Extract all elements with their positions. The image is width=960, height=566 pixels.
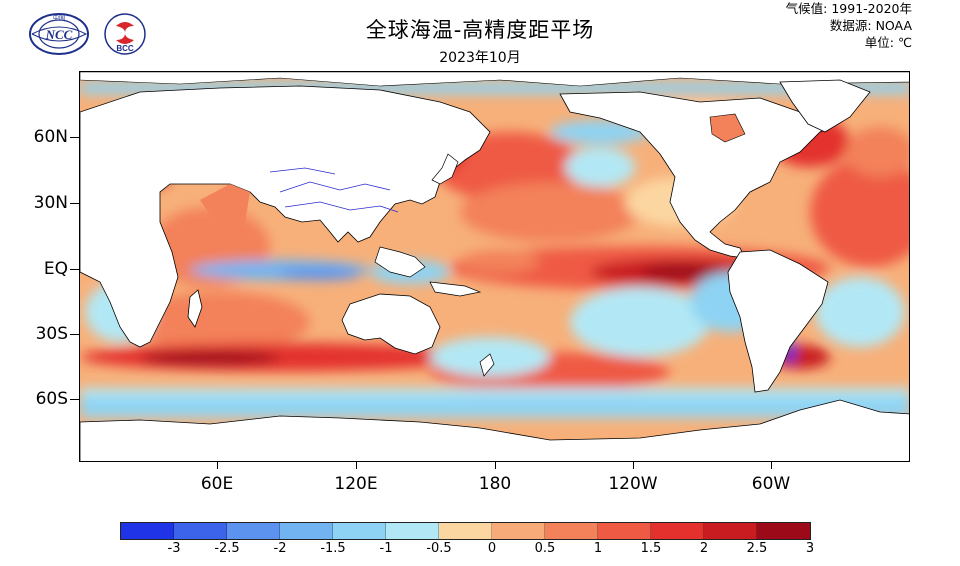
colorbar-segment xyxy=(598,523,651,539)
unit-label: 单位: ℃ xyxy=(864,35,912,50)
arctic-edge xyxy=(80,72,909,87)
colorbar-tick-label: 3 xyxy=(805,541,815,556)
lat-label-eq: EQ xyxy=(43,259,68,279)
lon-tick-120e xyxy=(356,462,357,469)
sst-anomaly-map xyxy=(79,71,910,462)
colorbar-segment xyxy=(280,523,333,539)
hudson-bay xyxy=(709,113,746,143)
ncc-logo-top: 中国 xyxy=(53,14,65,22)
lat-tick-30n xyxy=(70,203,79,204)
lat-tick-eq xyxy=(70,269,79,270)
colorbar-segment xyxy=(227,523,280,539)
colorbar-tick-label: -3 xyxy=(167,541,181,556)
colorbar-tick-label: -1.5 xyxy=(320,541,346,556)
lon-label-120e: 120E xyxy=(334,474,378,494)
colorbar-segment xyxy=(757,523,810,539)
map-title: 全球海温-高精度距平场 xyxy=(365,18,595,42)
colorbar-tick-label: 1.5 xyxy=(640,541,662,556)
colorbar xyxy=(120,522,811,540)
colorbar-tick-label: 0 xyxy=(487,541,497,556)
map-subtitle: 2023年10月 xyxy=(439,50,521,66)
australia-land xyxy=(341,293,441,355)
colorbar-segment xyxy=(492,523,545,539)
source-label: 数据源: NOAA xyxy=(829,18,912,33)
lon-label-60w: 60W xyxy=(751,474,791,494)
colorbar-tick-label: 2.5 xyxy=(746,541,768,556)
lon-label-120w: 120W xyxy=(608,474,658,494)
lat-tick-60s xyxy=(70,399,79,400)
colorbar-tick-label: -2.5 xyxy=(214,541,240,556)
colorbar-segment xyxy=(651,523,704,539)
ncc-logo: NCC 中国 xyxy=(28,12,90,56)
colorbar-segment xyxy=(545,523,598,539)
colorbar-tick-label: 2 xyxy=(699,541,709,556)
colorbar-segment xyxy=(333,523,386,539)
lon-label-180: 180 xyxy=(478,474,512,494)
map-canvas xyxy=(80,72,909,461)
colorbar-tick-label: 0.5 xyxy=(534,541,556,556)
colorbar-tick-label: 1 xyxy=(593,541,603,556)
lat-label-30n: 30N xyxy=(33,193,68,213)
new-guinea xyxy=(429,281,482,297)
colorbar-tick-label: -2 xyxy=(273,541,287,556)
lat-tick-60n xyxy=(70,137,79,138)
madagascar xyxy=(187,289,203,328)
colorbar-segment xyxy=(386,523,439,539)
colorbar-segment xyxy=(121,523,174,539)
new-zealand xyxy=(479,353,495,377)
lon-tick-60w xyxy=(771,462,772,469)
climatology-label: 气候值: 1991-2020年 xyxy=(785,1,912,16)
ncc-logo-text: NCC xyxy=(45,27,73,42)
antarctica-land xyxy=(80,399,909,461)
lat-label-60n: 60N xyxy=(33,127,68,147)
lat-label-60s: 60S xyxy=(35,389,68,409)
lon-tick-180 xyxy=(495,462,496,469)
lon-tick-120w xyxy=(633,462,634,469)
bcc-logo-text: BCC xyxy=(116,44,134,53)
colorbar-tick-label: -1 xyxy=(379,541,393,556)
colorbar-segment xyxy=(174,523,227,539)
lon-tick-60e xyxy=(217,462,218,469)
china-rivers xyxy=(269,167,399,213)
lat-label-30s: 30S xyxy=(35,324,68,344)
colorbar-segment xyxy=(439,523,492,539)
eurasia-africa-land xyxy=(80,85,491,348)
maritime-continent xyxy=(374,246,426,278)
lon-label-60e: 60E xyxy=(200,474,234,494)
south-america-land xyxy=(727,249,829,393)
colorbar-tick-label: -0.5 xyxy=(426,541,452,556)
colorbar-segment xyxy=(704,523,757,539)
arabian-peninsula-sea xyxy=(200,184,250,232)
lat-tick-30s xyxy=(70,334,79,335)
japan xyxy=(431,153,459,185)
bcc-logo: BCC xyxy=(100,12,150,56)
greenland-land xyxy=(779,79,871,133)
